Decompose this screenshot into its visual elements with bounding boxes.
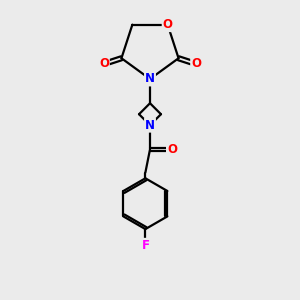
Text: N: N [145, 73, 155, 85]
Text: N: N [145, 119, 155, 132]
Text: F: F [141, 239, 149, 252]
Text: O: O [163, 18, 172, 31]
Text: O: O [167, 143, 177, 156]
Text: O: O [191, 58, 201, 70]
Text: O: O [99, 58, 109, 70]
